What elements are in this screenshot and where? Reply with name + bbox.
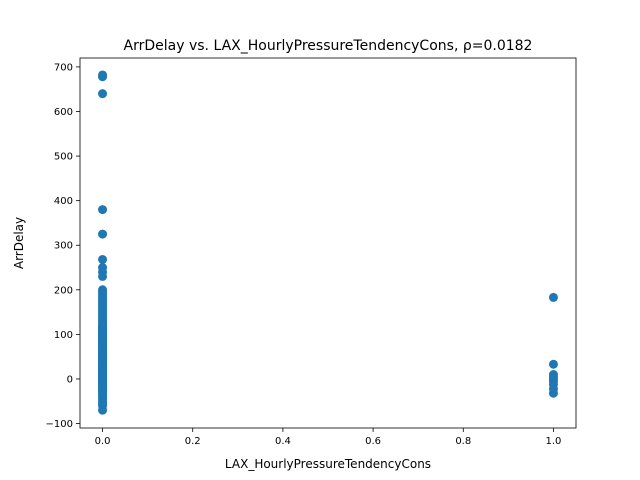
y-tick-label: 0 bbox=[67, 374, 73, 385]
data-point bbox=[548, 388, 558, 398]
data-point bbox=[98, 386, 108, 396]
data-point bbox=[98, 229, 108, 239]
data-point bbox=[98, 289, 108, 299]
data-point bbox=[98, 205, 108, 215]
x-tick-label: 0.2 bbox=[185, 436, 201, 447]
x-axis-label: LAX_HourlyPressureTendencyCons bbox=[225, 457, 431, 471]
x-tick-label: 0.6 bbox=[365, 436, 381, 447]
y-tick-label: 600 bbox=[54, 107, 73, 118]
data-point bbox=[98, 296, 108, 306]
data-point bbox=[548, 292, 558, 302]
y-tick-label: 700 bbox=[54, 62, 73, 73]
data-point bbox=[98, 271, 108, 281]
y-tick-label: −100 bbox=[46, 419, 73, 430]
y-axis-label: ArrDelay bbox=[12, 217, 26, 269]
data-point bbox=[98, 72, 108, 82]
x-tick-label: 0.8 bbox=[455, 436, 471, 447]
data-point bbox=[98, 405, 108, 415]
y-tick-label: 300 bbox=[54, 241, 73, 252]
y-tick-label: 100 bbox=[54, 330, 73, 341]
data-point bbox=[98, 89, 108, 99]
data-point bbox=[548, 359, 558, 369]
data-point bbox=[98, 254, 108, 264]
y-tick-label: 500 bbox=[54, 152, 73, 163]
plot-area: 0.0 0.2 0.4 0.6 0.8 1.0 −100 0 100 200 300 400 500 60… bbox=[46, 57, 577, 447]
chart-title: ArrDelay vs. LAX_HourlyPressureTendencyC… bbox=[124, 38, 533, 54]
x-tick-label: 0.4 bbox=[275, 436, 291, 447]
y-tick-label: 400 bbox=[54, 196, 73, 207]
plot-frame bbox=[79, 57, 577, 429]
y-tick-label: 200 bbox=[54, 285, 73, 296]
x-tick-label: 1.0 bbox=[546, 436, 562, 447]
x-tick-label: 0.0 bbox=[95, 436, 111, 447]
